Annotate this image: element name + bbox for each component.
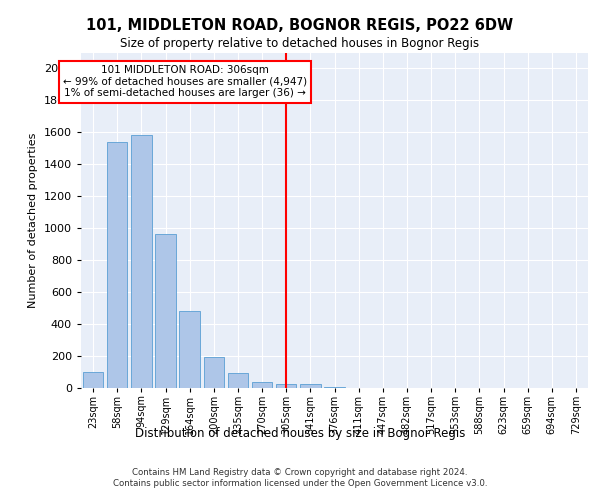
Bar <box>276 384 296 388</box>
Bar <box>203 357 224 388</box>
Bar <box>300 384 320 388</box>
Bar <box>179 311 200 388</box>
Bar <box>227 373 248 388</box>
Bar <box>155 234 176 388</box>
Text: Size of property relative to detached houses in Bognor Regis: Size of property relative to detached ho… <box>121 38 479 51</box>
Bar <box>83 372 103 388</box>
Y-axis label: Number of detached properties: Number of detached properties <box>28 132 38 308</box>
Text: Contains HM Land Registry data © Crown copyright and database right 2024.
Contai: Contains HM Land Registry data © Crown c… <box>113 468 487 487</box>
Text: Distribution of detached houses by size in Bognor Regis: Distribution of detached houses by size … <box>135 428 465 440</box>
Bar <box>324 386 345 388</box>
Bar <box>252 382 272 388</box>
Bar <box>131 136 152 388</box>
Text: 101, MIDDLETON ROAD, BOGNOR REGIS, PO22 6DW: 101, MIDDLETON ROAD, BOGNOR REGIS, PO22 … <box>86 18 514 32</box>
Bar <box>107 142 127 388</box>
Text: 101 MIDDLETON ROAD: 306sqm
← 99% of detached houses are smaller (4,947)
1% of se: 101 MIDDLETON ROAD: 306sqm ← 99% of deta… <box>63 66 307 98</box>
